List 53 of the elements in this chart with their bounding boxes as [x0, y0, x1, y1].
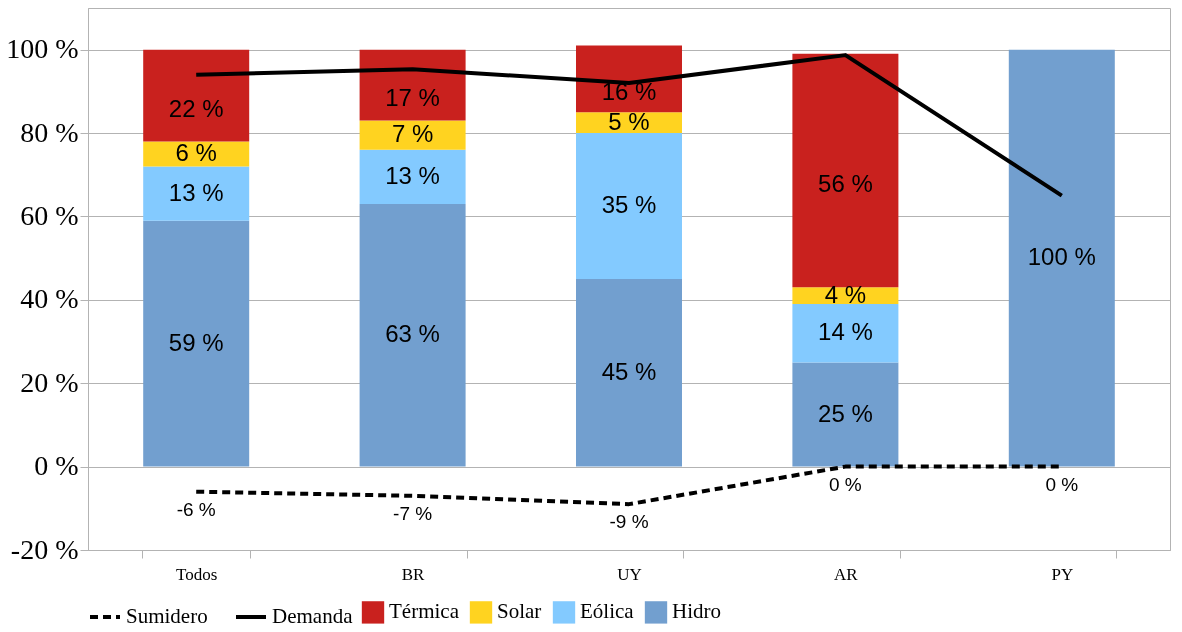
legend-label: Sumidero — [126, 604, 208, 628]
bar — [359, 49, 466, 121]
y-tick-label: 100 % — [6, 33, 79, 65]
data-label: 63 % — [385, 320, 440, 348]
data-label: 17 % — [385, 84, 440, 112]
legend-label: Hidro — [672, 599, 721, 624]
bar — [143, 166, 250, 221]
legend-label: Térmica — [389, 599, 460, 624]
data-label: 14 % — [818, 318, 873, 346]
data-label: 13 % — [385, 161, 440, 189]
data-label: 100 % — [1027, 243, 1096, 271]
data-label: 59 % — [168, 328, 224, 356]
data-label: 22 % — [168, 94, 224, 122]
bar — [143, 49, 250, 142]
x-tick-label: AR — [834, 564, 859, 584]
data-label: 4 % — [824, 280, 867, 308]
data-label: 6 % — [175, 138, 217, 166]
data-label: 7 % — [391, 120, 434, 148]
x-tick-label: UY — [617, 564, 642, 584]
data-label: -7 % — [393, 502, 433, 524]
data-label: 56 % — [818, 169, 873, 197]
y-tick-label: 80 % — [20, 116, 79, 148]
data-label: 0 % — [829, 473, 862, 495]
y-tick-label: -20 % — [10, 533, 79, 565]
bar — [576, 279, 682, 467]
bar — [792, 362, 899, 467]
data-label: 45 % — [601, 357, 657, 385]
bar — [143, 220, 250, 467]
bar — [576, 133, 682, 279]
x-tick-label: BR — [401, 564, 426, 584]
bar — [1008, 49, 1115, 467]
bar — [792, 304, 899, 363]
legend-label: Eólica — [580, 599, 635, 624]
y-tick-label: 60 % — [20, 199, 79, 231]
data-label: 0 % — [1045, 473, 1079, 495]
data-label: 35 % — [601, 191, 657, 219]
y-tick-label: 40 % — [20, 283, 79, 315]
bar — [359, 120, 466, 150]
legend-label: Demanda — [272, 604, 354, 628]
bar — [359, 149, 466, 204]
data-label: 5 % — [608, 107, 650, 135]
y-tick-label: 20 % — [20, 366, 79, 398]
x-tick-label: PY — [1051, 564, 1074, 584]
data-label: 13 % — [168, 178, 224, 206]
y-tick-label: 0 % — [34, 450, 79, 482]
bar — [359, 203, 466, 467]
x-tick-label: Todos — [176, 564, 218, 584]
data-label: -9 % — [609, 511, 649, 533]
data-label: -6 % — [176, 498, 216, 520]
bar — [792, 53, 899, 288]
data-label: 16 % — [601, 77, 657, 105]
data-label: 25 % — [818, 399, 873, 427]
legend-label: Solar — [497, 599, 542, 624]
